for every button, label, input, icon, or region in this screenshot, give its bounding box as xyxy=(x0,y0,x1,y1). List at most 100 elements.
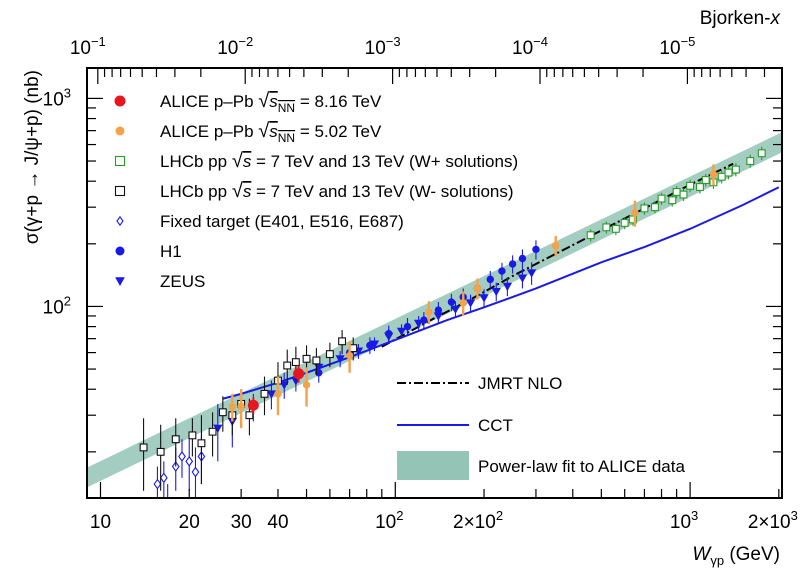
data-point xyxy=(695,183,704,191)
data-point xyxy=(247,399,259,411)
data-point xyxy=(325,350,334,359)
curve-legend-1: CCT xyxy=(397,416,513,435)
data-point xyxy=(532,245,540,254)
legend-label: ZEUS xyxy=(160,272,205,291)
data-point xyxy=(611,224,620,233)
data-point xyxy=(459,299,467,307)
x2-tick-label: 10−3 xyxy=(365,34,401,59)
data-point xyxy=(302,381,311,389)
data-point xyxy=(245,411,254,420)
legend-marker xyxy=(114,95,126,107)
data-point xyxy=(338,337,347,346)
x-axis-title: Wγp (GeV) xyxy=(692,544,780,568)
legend-marker xyxy=(114,185,126,197)
data-point xyxy=(686,181,695,190)
x2-axis-title: Bjorken-x xyxy=(700,8,782,29)
data-point xyxy=(279,381,289,390)
data-point xyxy=(709,170,718,178)
legend-label: LHCb pp √s = 7 TeV and 13 TeV (W- soluti… xyxy=(160,180,514,202)
data-point xyxy=(631,209,639,217)
data-point xyxy=(293,368,305,380)
legend-entry-1: ALICE p–Pb √sNN = 5.02 TeV xyxy=(115,120,382,145)
data-point xyxy=(159,472,168,484)
data-point xyxy=(413,319,424,329)
legend-label: H1 xyxy=(160,242,182,261)
data-point xyxy=(657,194,666,203)
plot-frame xyxy=(86,67,783,499)
data-point xyxy=(188,431,197,440)
legend-label: CCT xyxy=(478,416,513,435)
data-point xyxy=(139,443,148,452)
curve-legend-0: JMRT NLO xyxy=(397,374,562,393)
series-1 xyxy=(228,164,718,429)
data-point xyxy=(385,329,393,338)
data-point xyxy=(672,188,681,196)
data-point xyxy=(679,190,688,199)
legend-entry-4: Fixed target (E401, E516, E687) xyxy=(116,212,404,231)
data-point xyxy=(274,390,282,398)
legend-entry-5: H1 xyxy=(115,242,182,261)
data-point xyxy=(291,358,300,367)
data-point xyxy=(517,274,528,283)
data-point xyxy=(746,157,755,165)
legend-label: JMRT NLO xyxy=(478,374,562,393)
data-point xyxy=(508,260,517,268)
data-point xyxy=(208,427,217,436)
legend-marker xyxy=(115,246,125,256)
data-point xyxy=(502,282,513,292)
data-point xyxy=(185,455,194,467)
x-tick-label: 40 xyxy=(267,512,288,533)
data-point xyxy=(498,267,506,275)
data-point xyxy=(302,354,311,363)
data-point xyxy=(447,298,456,306)
series-2 xyxy=(586,146,766,242)
data-point xyxy=(465,299,476,308)
data-point xyxy=(717,172,726,181)
data-point xyxy=(228,402,237,411)
data-point xyxy=(403,322,412,331)
series-0 xyxy=(247,365,305,414)
data-point xyxy=(366,341,374,350)
data-point xyxy=(668,196,677,205)
legend-label: ALICE p–Pb √sNN = 5.02 TeV xyxy=(160,120,382,145)
data-point xyxy=(237,402,245,411)
cct-curve xyxy=(222,186,780,400)
data-point xyxy=(396,327,407,337)
data-point xyxy=(266,390,277,399)
data-point xyxy=(526,269,537,278)
legend-entry-3: LHCb pp √s = 7 TeV and 13 TeV (W- soluti… xyxy=(114,180,514,202)
data-point xyxy=(260,389,269,398)
data-point xyxy=(629,215,637,224)
x2-tick-label: 10−2 xyxy=(217,34,253,59)
x-tick-label: 102 xyxy=(375,508,403,533)
data-point xyxy=(171,435,180,444)
curve-legend-2: Power-law fit to ALICE data xyxy=(397,451,685,480)
data-point xyxy=(156,447,165,456)
legend-marker xyxy=(115,277,125,287)
data-point xyxy=(701,176,710,185)
data-point xyxy=(191,466,200,478)
x-tick-label: 30 xyxy=(231,512,252,533)
data-point xyxy=(345,351,354,360)
fit-band xyxy=(87,132,782,488)
data-point xyxy=(312,356,321,365)
legend-marker xyxy=(115,126,125,136)
x-tick-label: 103 xyxy=(670,508,698,533)
data-point xyxy=(757,149,766,158)
data-point xyxy=(491,287,501,297)
data-point xyxy=(602,223,611,232)
data-point xyxy=(315,369,323,377)
legend-label: Power-law fit to ALICE data xyxy=(478,457,685,476)
x2-tick-label: 10−1 xyxy=(70,34,106,59)
data-point xyxy=(620,218,629,227)
data-point xyxy=(153,478,162,490)
x2-tick-label: 10−4 xyxy=(512,34,548,59)
data-point xyxy=(178,451,186,462)
y-tick-label: 103 xyxy=(43,85,71,110)
x2-tick-label: 10−5 xyxy=(659,34,695,59)
data-point xyxy=(486,275,494,284)
data-point xyxy=(651,203,659,212)
legend-entry-2: LHCb pp √s = 7 TeV and 13 TeV (W+ soluti… xyxy=(114,150,518,172)
legend-label: LHCb pp √s = 7 TeV and 13 TeV (W+ soluti… xyxy=(160,150,518,172)
